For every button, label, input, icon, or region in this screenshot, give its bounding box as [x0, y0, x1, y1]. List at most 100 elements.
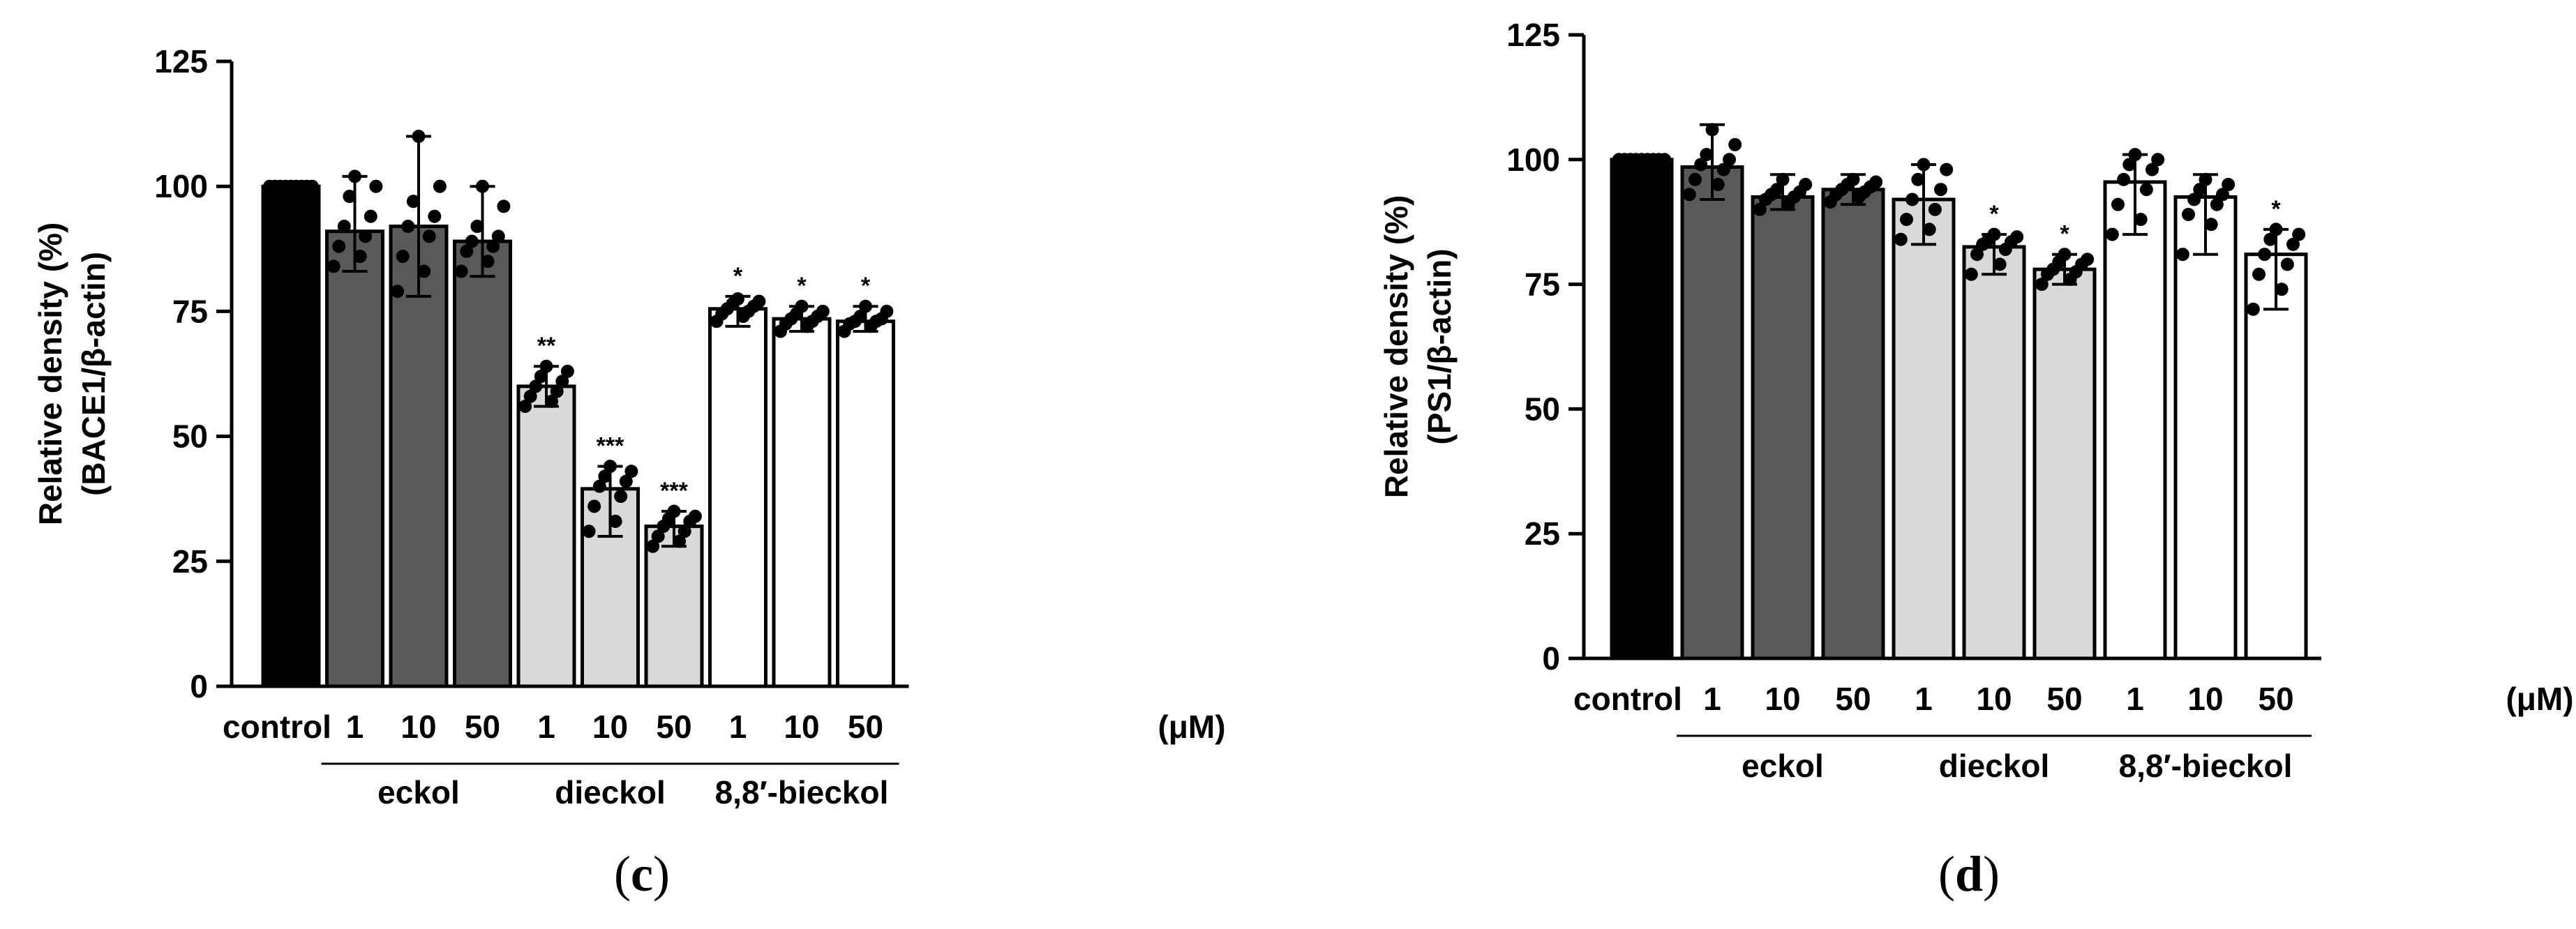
x-tick-label: 50 — [656, 709, 691, 745]
data-point — [359, 229, 373, 243]
x-tick-label: 1 — [2126, 681, 2144, 717]
data-point — [555, 375, 569, 388]
data-point — [1894, 232, 1908, 246]
data-point — [2275, 282, 2289, 296]
data-point — [614, 490, 628, 504]
data-point — [1700, 148, 1714, 162]
data-point — [619, 474, 633, 488]
data-point — [332, 239, 346, 253]
group-label: eckol — [1742, 748, 1824, 784]
data-point — [417, 264, 431, 278]
bar — [453, 239, 512, 688]
data-point — [1934, 183, 1948, 197]
data-point — [859, 299, 872, 313]
data-point — [497, 199, 511, 213]
data-point — [2252, 267, 2266, 281]
data-point — [1993, 257, 2007, 271]
data-point — [465, 234, 479, 248]
data-point — [1705, 123, 1719, 137]
x-tick-label: 10 — [784, 709, 819, 745]
data-point — [1922, 222, 1936, 236]
data-point — [534, 370, 548, 384]
data-point — [2139, 183, 2153, 197]
group-label: 8,8′-bieckol — [2119, 748, 2293, 784]
bar — [389, 225, 449, 688]
data-point — [1770, 183, 1784, 197]
data-point — [2199, 172, 2212, 186]
significance-label: *** — [660, 478, 688, 504]
data-point — [646, 539, 660, 553]
data-point — [624, 464, 638, 478]
bar — [1821, 188, 1885, 660]
significance-label: * — [1989, 201, 1999, 227]
data-point — [348, 169, 361, 183]
data-point — [460, 244, 474, 258]
data-point — [673, 534, 687, 548]
significance-label: *** — [597, 433, 624, 460]
bar — [516, 384, 576, 688]
data-point — [587, 499, 601, 513]
chart-panel-d: 0 25 50 75 100 125 Relative density (%) (PS1/β-… — [1378, 17, 2574, 902]
y-axis-label: Relative density (%) — [32, 222, 68, 526]
data-point — [2122, 158, 2136, 172]
panel-label-close-paren: ) — [1983, 846, 2000, 902]
data-point — [1694, 158, 1708, 172]
significance-label: * — [733, 263, 743, 289]
data-point — [1869, 175, 1883, 189]
data-point — [582, 524, 596, 538]
data-point — [2117, 172, 2131, 186]
data-point — [1728, 137, 1742, 151]
data-point — [1688, 172, 1702, 186]
y-tick-label: 100 — [1506, 142, 1560, 178]
data-point — [1911, 172, 1925, 186]
data-point — [2246, 302, 2260, 316]
data-point — [677, 524, 691, 538]
data-point — [592, 479, 606, 493]
y-tick-label: 25 — [1525, 515, 1560, 552]
significance-label: * — [861, 273, 871, 299]
data-point — [560, 364, 574, 378]
data-point — [1928, 202, 1942, 216]
data-point — [2292, 227, 2306, 241]
x-tick-label: control — [223, 709, 331, 745]
data-point — [604, 460, 617, 474]
data-point — [2105, 227, 2119, 241]
bar — [2173, 195, 2238, 660]
data-point — [545, 394, 559, 408]
x-tick-label: 50 — [1835, 681, 1871, 717]
bar — [1680, 165, 1744, 660]
y-tick-label: 50 — [172, 418, 208, 455]
bar — [836, 319, 895, 688]
significance-label: * — [2271, 196, 2281, 222]
significance-label: ** — [537, 333, 556, 359]
x-tick-label: 1 — [346, 709, 364, 745]
data-point — [1917, 158, 1931, 172]
x-tick-label: 1 — [1915, 681, 1933, 717]
bar — [1610, 158, 1674, 660]
data-point — [2222, 178, 2236, 192]
data-point — [651, 529, 665, 543]
y-tick-label: 100 — [154, 168, 208, 204]
data-point — [476, 179, 489, 193]
data-point — [523, 389, 537, 403]
data-point — [327, 259, 340, 273]
data-point — [2128, 148, 2142, 162]
y-tick-label: 125 — [1506, 17, 1560, 53]
data-point — [518, 400, 532, 414]
data-point — [491, 229, 505, 243]
data-point — [1658, 153, 1672, 167]
y-tick-label: 75 — [172, 293, 208, 329]
data-point — [2280, 257, 2294, 271]
data-point — [396, 250, 410, 264]
data-point — [2286, 237, 2300, 251]
x-tick-label: 10 — [592, 709, 628, 745]
bar — [2244, 252, 2308, 660]
data-point — [2193, 183, 2207, 197]
chart-panel-c: 0 25 50 75 100 125 Relative density (%) (BACE1/… — [32, 43, 1226, 902]
x-tick-label: 50 — [2046, 681, 2082, 717]
data-point — [2204, 218, 2218, 232]
panel-label: (c) — [614, 846, 670, 902]
data-point — [2035, 278, 2049, 292]
data-point — [2210, 197, 2224, 211]
data-point — [486, 239, 500, 253]
